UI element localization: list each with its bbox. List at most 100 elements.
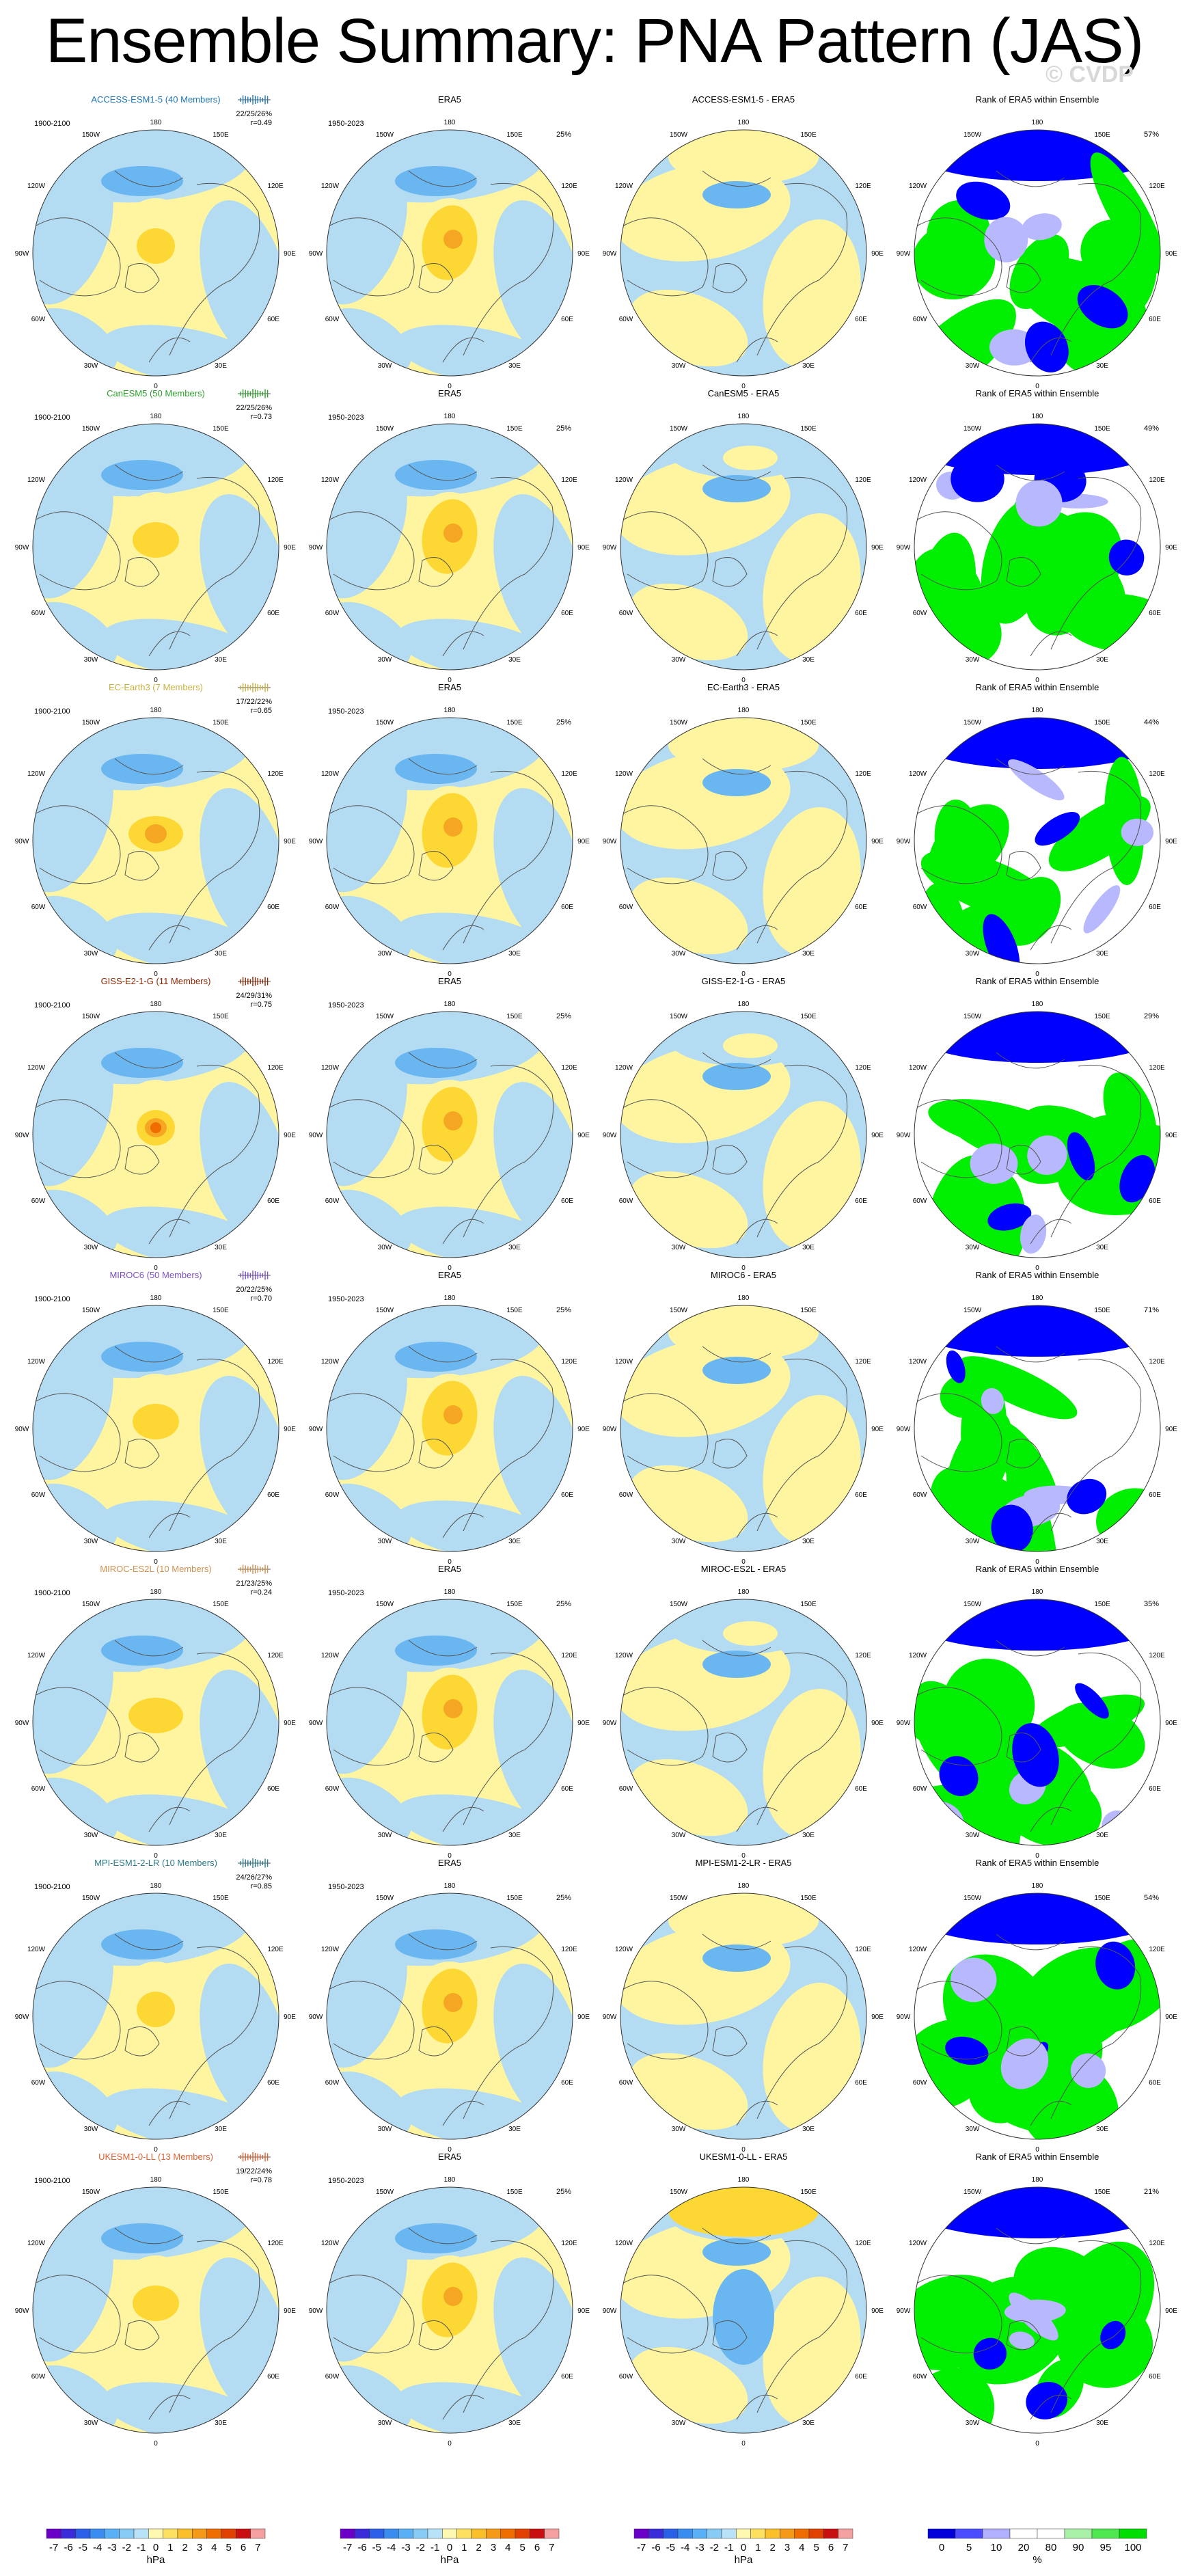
coastline (756, 1358, 848, 1532)
contour-region (951, 1957, 997, 2003)
longitude-label: 60W (913, 316, 927, 323)
model-title: UKESM1-0-LL (13 Members) (98, 2152, 213, 2162)
longitude-label: 180 (150, 1294, 162, 1302)
colorbar-tick: 20 (1018, 2542, 1030, 2553)
coastline (408, 1346, 478, 1363)
longitude-label: 30W (84, 2419, 98, 2427)
colorbar-swatch (177, 2528, 193, 2539)
rank-title: Rank of ERA5 within Ensemble (976, 1564, 1099, 1574)
longitude-label: 60W (325, 2079, 340, 2087)
longitude-label: 60E (267, 1197, 279, 1205)
longitude-label: 30W (84, 362, 98, 370)
polar-map: 180 150W 150E 120W 120E 90W 90E 60W 60E 30W 30E 0 (603, 1001, 884, 1272)
longitude-label: 90W (897, 250, 911, 258)
polar-map: 180 150W 150E 120W 120E 90W 90E 60W 60E 30W 30E 0 (603, 2176, 884, 2448)
coastline (408, 1052, 478, 1069)
longitude-label: 90W (603, 544, 617, 552)
longitude-label: 120W (321, 182, 340, 190)
coastline (114, 758, 184, 775)
longitude-label: 30W (672, 2126, 686, 2133)
era5-title: ERA5 (438, 682, 461, 692)
colorbar-swatch (456, 2528, 472, 2539)
coastline (1006, 1733, 1041, 1763)
map-field (620, 424, 866, 670)
coastline (329, 217, 415, 297)
longitude-label: 0 (741, 971, 746, 978)
longitude-label: 120W (615, 1358, 633, 1366)
longitude-label: 90W (15, 1720, 29, 1727)
difference-title: UKESM1-0-LL - ERA5 (700, 2152, 788, 2162)
longitude-label: 0 (448, 1852, 452, 1860)
coastline (36, 805, 121, 884)
contour-region (101, 166, 183, 196)
map-field (620, 130, 866, 376)
longitude-label: 60W (325, 904, 340, 911)
coastline (1006, 557, 1041, 587)
longitude-label: 30W (672, 2419, 686, 2427)
coastline (148, 2394, 191, 2420)
longitude-label: 120E (855, 1064, 871, 1072)
longitude-label: 0 (1035, 1852, 1039, 1860)
longitude-label: 90E (1165, 2014, 1177, 2021)
rank-title: Rank of ERA5 within Ensemble (976, 94, 1099, 105)
map-field (914, 1893, 1160, 2139)
longitude-label: 90E (284, 1720, 296, 1727)
coastline (1050, 1358, 1142, 1532)
era5-title: ERA5 (438, 1270, 461, 1280)
pct-variance: 17/22/22% (236, 698, 272, 706)
coastline (329, 1687, 415, 1766)
contour-region (723, 1033, 778, 1058)
coastline (1030, 1513, 1072, 1538)
longitude-label: 150E (1094, 1895, 1110, 1902)
longitude-label: 150W (82, 1013, 100, 1020)
coastline (418, 2026, 454, 2057)
coastline (36, 217, 121, 297)
map-field (33, 1305, 279, 1551)
contour-region (128, 1698, 183, 1733)
longitude-label: 30W (84, 1538, 98, 1545)
map-field (33, 2187, 279, 2433)
polar-map: 180 150W 150E 120W 120E 90W 90E 60W 60E 30W 30E 0 (897, 1588, 1178, 1860)
longitude-label: 30E (1096, 1244, 1108, 1251)
colorbar-tick: -1 (137, 2542, 146, 2553)
colorbar-swatch (692, 2528, 707, 2539)
longitude-label: 30W (672, 1832, 686, 1839)
longitude-label: 180 (150, 707, 162, 714)
rank-percent: 35% (1144, 1600, 1159, 1608)
pattern-correlation: r=0.65 (251, 707, 273, 715)
longitude-label: 60E (1149, 610, 1161, 617)
contour-region (1077, 285, 1128, 329)
colorbar-tick: 5 (519, 2542, 525, 2553)
polar-map: 180 150W 150E 120W 120E 90W 90E 60W 60E 30W 30E 0 (603, 1588, 884, 1860)
map-border (32, 423, 279, 670)
coastline (623, 217, 709, 297)
longitude-label: 150W (964, 1307, 982, 1314)
contour-region (1009, 2331, 1035, 2349)
coastline (917, 1981, 1002, 2060)
difference-title: MIROC6 - ERA5 (711, 1270, 776, 1280)
rank-percent: 71% (1144, 1306, 1159, 1314)
coastline (623, 805, 709, 884)
contour-region (970, 1143, 1018, 1184)
map-border (914, 129, 1161, 377)
contour-region (984, 217, 1028, 262)
longitude-label: 30E (802, 1538, 815, 1545)
longitude-label: 90W (897, 1132, 911, 1139)
contour-region (1119, 1154, 1156, 1203)
longitude-label: 180 (1032, 1001, 1043, 1008)
longitude-label: 30E (508, 1832, 521, 1839)
longitude-label: 150W (670, 2188, 688, 2196)
longitude-label: 120E (855, 1358, 871, 1366)
longitude-label: 90E (1165, 250, 1177, 258)
map-field (620, 1012, 866, 1258)
longitude-label: 30E (508, 1244, 521, 1251)
coastline (1030, 2394, 1072, 2420)
pattern-correlation: r=0.75 (251, 1001, 273, 1009)
longitude-label: 60E (267, 1785, 279, 1793)
map-field (327, 424, 573, 670)
longitude-label: 120E (1149, 182, 1165, 190)
coastline (736, 631, 778, 657)
longitude-label: 150E (213, 2188, 229, 2196)
longitude-label: 90E (1165, 1132, 1177, 1139)
longitude-label: 120E (1149, 1946, 1165, 1953)
